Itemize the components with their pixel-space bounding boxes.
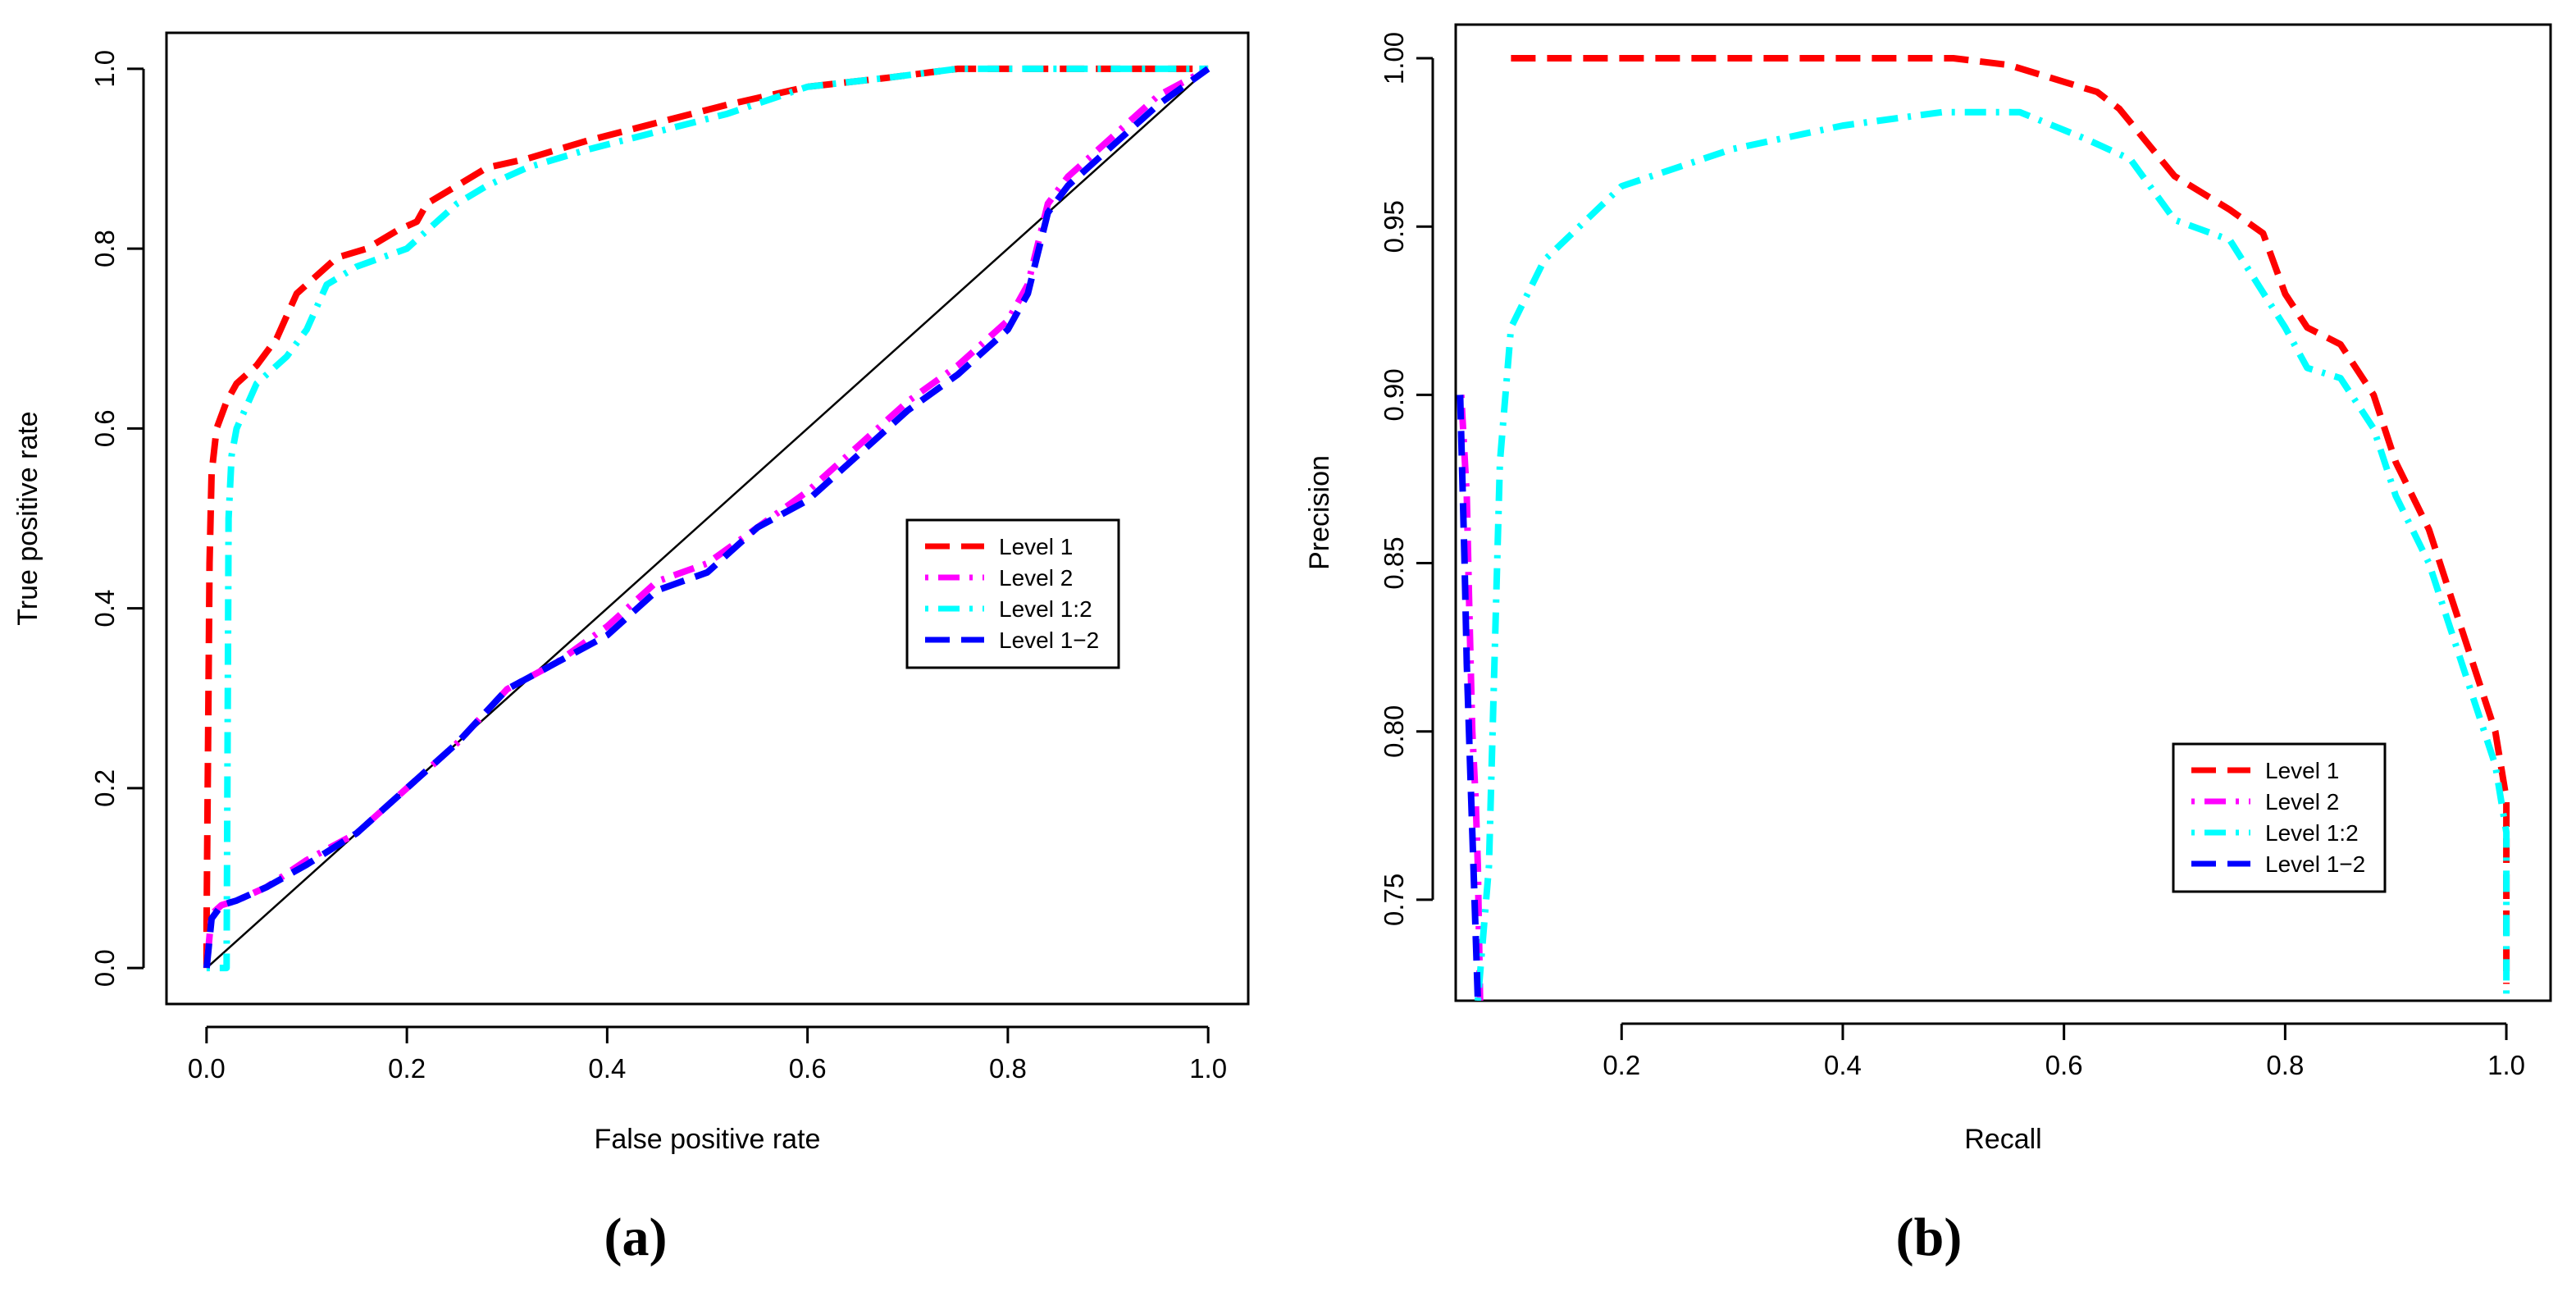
precision-recall-chart: 0.2 0.4 0.6 0.8 1.0 0.75 0.80 0.85 0.90 0.95 1.00 R…	[1304, 23, 2552, 1155]
series-line-level-1-2	[206, 65, 1209, 972]
y-tick-label: 0.75	[1379, 874, 1409, 926]
y-tick-label: 0.80	[1379, 705, 1409, 758]
x-tick-label: 0.4	[1824, 1050, 1862, 1080]
y-tick-label: 0.85	[1379, 536, 1409, 589]
legend-label-level-2: Level 2	[999, 565, 1073, 591]
y-tick-label: 0.90	[1379, 368, 1409, 421]
legend-label-level-1-2: Level 1:2	[2265, 820, 2359, 846]
y-tick-label: 0.8	[89, 230, 120, 267]
y-tick-label: 0.95	[1379, 200, 1409, 253]
legend-label-level-1: Level 1	[999, 534, 1073, 559]
legend-label-level-1-2: Level 1:2	[999, 596, 1092, 622]
x-tick-label: 0.4	[588, 1053, 626, 1084]
panel-a-label: a	[622, 1207, 650, 1267]
x-tick-label: 0.6	[789, 1053, 827, 1084]
y-tick-label: 0.2	[89, 769, 120, 807]
x-tick-label: 0.8	[2266, 1050, 2304, 1080]
y-axis-title: Precision	[1304, 455, 1335, 570]
panel-a-caption: (a)	[604, 1207, 668, 1267]
y-axis-title: True positive rate	[12, 411, 43, 625]
x-tick-label: 0.0	[188, 1053, 226, 1084]
series-line-level-2	[1457, 395, 1484, 1001]
series-line-level-1	[203, 65, 1209, 969]
series-line-level-1-2	[203, 66, 1210, 969]
series-line-level-1-2	[1475, 108, 2510, 1001]
roc-chart: 0.0 0.2 0.4 0.6 0.8 1.0 0.0 0.2 0.4 0.6 0.8 1.0 Fals…	[12, 31, 1250, 1155]
y-tick-label: 0.6	[89, 409, 120, 447]
legend: Level 1 Level 2 Level 1:2 Level 1−2	[2172, 742, 2387, 893]
panel-b-label: b	[1914, 1207, 1945, 1267]
plot-frame	[1454, 23, 2552, 1002]
legend-label-level-1-2: Level 1−2	[2265, 851, 2365, 877]
legend-label-level-1-2: Level 1−2	[999, 627, 1099, 653]
y-tick-label: 0.4	[89, 590, 120, 627]
x-tick-label: 0.2	[1603, 1050, 1640, 1080]
legend: Level 1 Level 2 Level 1:2 Level 1−2	[905, 518, 1120, 669]
y-tick-label: 1.0	[89, 50, 120, 88]
plot-frame	[165, 31, 1250, 1006]
x-tick-label: 1.0	[2487, 1050, 2525, 1080]
x-tick-label: 0.6	[2045, 1050, 2083, 1080]
legend-label-level-2: Level 2	[2265, 789, 2339, 815]
y-tick-label: 0.0	[89, 949, 120, 987]
x-tick-label: 1.0	[1189, 1053, 1227, 1084]
x-axis-title: Recall	[1964, 1124, 2041, 1155]
legend-label-level-1: Level 1	[2265, 758, 2339, 783]
x-axis-title: False positive rate	[595, 1124, 821, 1155]
series-line-level-1	[1511, 55, 2510, 984]
panel-b-caption: (b)	[1896, 1207, 1963, 1267]
x-tick-label: 0.2	[388, 1053, 426, 1084]
x-tick-label: 0.8	[989, 1053, 1027, 1084]
y-tick-label: 1.00	[1379, 32, 1409, 84]
